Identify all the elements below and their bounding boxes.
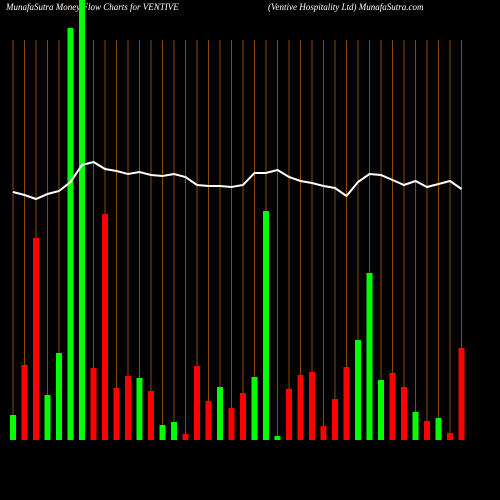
bar (113, 388, 120, 440)
bar (148, 391, 154, 440)
bar (182, 434, 189, 440)
bar (21, 365, 28, 440)
money-flow-line (12, 160, 463, 201)
bar (240, 393, 246, 440)
bar (309, 372, 315, 440)
bar (44, 395, 51, 440)
bar (56, 353, 62, 440)
bar (320, 426, 327, 440)
chart-subtitle: (Ventive Hospitality Ltd) MunafaSutra.co… (268, 2, 424, 12)
bar (217, 387, 223, 440)
bar (205, 401, 212, 440)
bar (228, 408, 235, 440)
bar (171, 422, 177, 440)
bar (286, 389, 292, 440)
bar (343, 367, 350, 440)
bar (67, 28, 74, 440)
bar (263, 211, 269, 440)
bar (447, 433, 453, 440)
bar (125, 376, 131, 440)
bar (136, 378, 143, 440)
bar (401, 387, 407, 440)
bar (355, 340, 361, 440)
bar (424, 421, 430, 440)
bar (159, 425, 166, 440)
bar (10, 415, 16, 440)
bar (90, 368, 97, 440)
bar (378, 380, 384, 440)
bar (412, 412, 419, 440)
bar (274, 436, 281, 440)
bar (389, 373, 396, 440)
bar (435, 418, 442, 440)
bar (102, 214, 108, 440)
chart-title: MunafaSutra Money Flow Charts for VENTIV… (5, 2, 179, 12)
bar (194, 366, 200, 440)
bar (33, 238, 39, 440)
bar (332, 399, 338, 440)
bar (366, 273, 373, 440)
bar (79, 0, 85, 440)
bar (297, 375, 304, 440)
bar (458, 348, 465, 440)
bar (251, 377, 258, 440)
